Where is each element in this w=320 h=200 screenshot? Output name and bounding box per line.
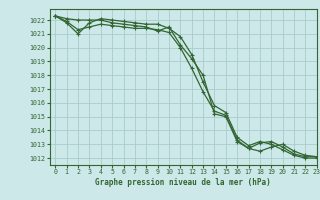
X-axis label: Graphe pression niveau de la mer (hPa): Graphe pression niveau de la mer (hPa) — [95, 178, 271, 187]
